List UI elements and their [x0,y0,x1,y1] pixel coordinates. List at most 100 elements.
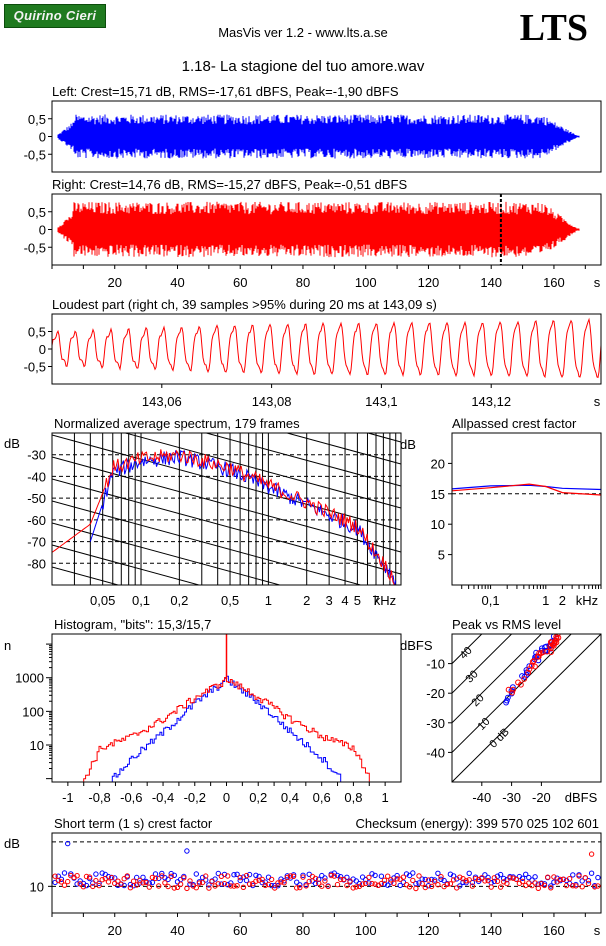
peak-vs-rms-point [548,649,554,655]
short-term-crest-point [385,882,391,888]
short-term-crest-point [523,871,529,877]
spectrum-slope-line [52,434,401,531]
short-term-crest-point [294,879,300,885]
quirino-cieri-logo: Quirino Cieri [4,4,106,28]
histogram-xtick-label: 0,4 [281,790,299,805]
short-term-crest-point [435,882,441,888]
short-term-crest-point [74,881,80,887]
peak-vs-rms-plot [452,634,601,782]
short-term-crest-point [350,885,356,891]
allpassed-crest-xtick-label: 2 [559,593,566,608]
short-term-crest-point [432,877,438,883]
peak-vs-rms-diagonal [452,634,601,782]
short-term-crest-point [369,880,375,887]
peak-vs-rms-ytick-label: -40 [426,745,445,760]
lts-logo: LTS [519,7,588,49]
short-term-crest-point [231,883,237,889]
peak-vs-rms-xtick-label: -40 [472,790,491,805]
short-term-crest-point [146,884,153,890]
short-term-crest-point [312,875,319,882]
spectrum-title: Normalized average spectrum, 179 frames [54,416,300,431]
short-term-crest-point [228,880,234,886]
allpassed-crest-ytick-label: 5 [438,548,445,563]
histogram-xtick-label: 0,6 [313,790,331,805]
app-title: MasVis ver 1.2 - www.lts.a.se [218,25,388,40]
short-term-crest-xunit: s [594,923,601,938]
spectrum-xtick-label: 3 [326,593,333,608]
short-term-crest-point [519,875,526,881]
short-term-crest-point [58,879,65,885]
short-term-crest-xtick-label: 140 [480,923,502,938]
histogram-ylabel: n [4,638,11,653]
short-term-crest-ytick-label: 10 [30,879,44,894]
histogram-series-right [83,677,370,782]
short-term-crest-point [479,875,485,881]
histogram-xtick-label: -0,8 [88,790,110,805]
short-term-crest-point [193,871,200,877]
peak-vs-rms-diagonal-label: 30 [464,668,481,685]
short-term-crest-point [497,884,504,890]
short-term-crest-point [548,885,554,891]
short-term-crest-point [215,881,222,887]
short-term-crest-point [466,877,472,883]
short-term-crest-point [432,878,438,885]
short-term-crest-point [312,880,319,887]
allpassed-crest-series-right [451,483,602,496]
spectrum-xtick-label: 0,1 [132,593,150,608]
peak-vs-rms-frame [451,633,602,783]
short-term-crest-point [96,880,102,887]
short-term-crest-point [159,873,165,879]
short-term-crest-point [284,874,290,881]
short-term-crest-point [134,874,140,881]
short-term-crest-point [372,872,378,879]
allpassed-crest-ytick-label: 10 [431,517,445,532]
short-term-crest-point [548,883,554,889]
histogram-xtick-label: -0,6 [120,790,142,805]
short-term-crest-point [140,874,146,880]
short-term-crest-point [363,880,369,887]
short-term-crest-point [152,875,159,882]
peak-vs-rms-point [553,639,560,646]
short-term-crest-point [438,876,444,882]
short-term-crest-point [576,873,582,879]
histogram-xtick-label: 0 [223,790,230,805]
short-term-crest-point [246,881,253,887]
peak-vs-rms-point [509,689,516,696]
short-term-crest-point [535,885,541,891]
short-term-crest-point [127,881,134,888]
spectrum-xtick-label: 0,5 [221,593,239,608]
short-term-crest-point [265,881,272,888]
loudest-part-xtick-label: 143,1 [365,394,398,409]
short-term-crest-point [256,877,262,883]
spectrum-slope-line [52,281,401,376]
short-term-crest-point [482,878,488,884]
short-term-crest-point [108,874,115,881]
allpassed-crest-title: Allpassed crest factor [452,416,577,431]
short-term-crest-point [171,885,178,891]
right-waveform-xtick-label: 100 [355,275,377,290]
short-term-crest-point [344,882,350,889]
peak-vs-rms-point [505,686,512,693]
short-term-crest-point [570,872,576,878]
spectrum-xtick-label: 4 [341,593,348,608]
right-waveform-xunit: s [594,275,601,290]
short-term-crest-point [322,875,328,881]
right-waveform-ytick-label: -0,5 [24,240,46,255]
loudest-part-xtick-label: 143,12 [471,394,511,409]
short-term-crest-point [234,871,240,877]
histogram-xtick-label: -0,2 [184,790,206,805]
short-term-crest-point [488,884,494,890]
short-term-crest-point [74,873,80,879]
short-term-crest-point [416,880,422,886]
short-term-crest-point [149,874,156,881]
short-term-crest-point [460,879,466,885]
short-term-crest-point [435,870,441,876]
loudest-part-ytick-label: 0 [39,342,46,357]
short-term-crest-point [485,877,491,884]
short-term-crest-point [388,879,394,885]
short-term-crest-point [231,872,237,878]
short-term-crest-point [391,880,397,886]
short-term-crest-point [162,880,168,886]
short-term-crest-point [582,875,588,881]
short-term-crest-point [413,885,419,892]
